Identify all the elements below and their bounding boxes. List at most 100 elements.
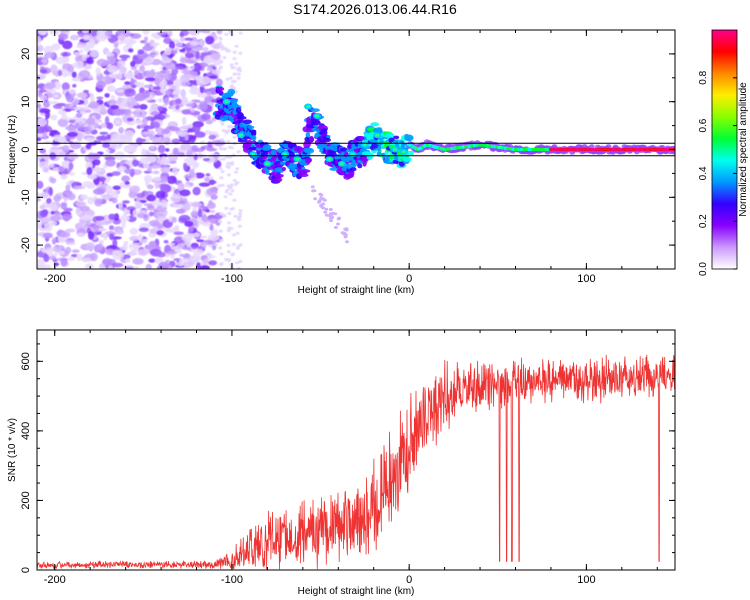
noise-blob xyxy=(62,40,73,50)
noise-blob xyxy=(108,225,115,230)
snr-xtick-label: -200 xyxy=(44,574,66,586)
noise-blob xyxy=(204,176,211,183)
noise-blob xyxy=(185,103,195,107)
signal-blob xyxy=(217,90,223,94)
noise-blob xyxy=(157,127,162,135)
noise-blob xyxy=(233,214,238,218)
noise-blob xyxy=(229,32,234,36)
noise-blob xyxy=(69,102,74,108)
noise-blob xyxy=(53,81,61,90)
noise-blob xyxy=(104,93,110,98)
noise-blob xyxy=(172,147,179,156)
signal-blob xyxy=(304,147,315,154)
noise-blob xyxy=(166,250,177,255)
noise-blob xyxy=(230,189,235,193)
noise-blob xyxy=(44,223,53,232)
noise-blob xyxy=(102,142,111,149)
noise-blob xyxy=(222,56,227,60)
noise-blob xyxy=(175,98,182,104)
noise-blob xyxy=(43,45,54,55)
noise-blob xyxy=(112,249,123,254)
colorbar-tick-label: 0.2 xyxy=(698,214,709,228)
noise-blob xyxy=(107,65,118,74)
noise-blob xyxy=(95,215,105,221)
noise-blob xyxy=(65,240,75,244)
noise-blob xyxy=(156,230,165,236)
signal-blob xyxy=(265,168,270,175)
signal-blob xyxy=(328,208,333,211)
noise-blob xyxy=(219,176,224,180)
noise-blob xyxy=(201,113,211,121)
noise-blob xyxy=(81,30,89,34)
noise-blob xyxy=(118,33,126,41)
noise-blob xyxy=(37,44,44,52)
noise-blob xyxy=(227,212,232,215)
noise-blob xyxy=(119,54,131,59)
heatmap-xlabel: Height of straight line (km) xyxy=(298,285,415,296)
noise-blob xyxy=(59,250,66,256)
noise-blob xyxy=(76,60,84,70)
noise-blob xyxy=(230,84,234,88)
noise-blob xyxy=(130,61,136,67)
heatmap-xtick-label: -200 xyxy=(44,273,66,285)
noise-blob xyxy=(94,198,103,204)
noise-blob xyxy=(229,146,234,150)
noise-blob xyxy=(208,180,217,185)
noise-blob xyxy=(203,257,209,265)
noise-blob xyxy=(52,134,64,142)
noise-blob xyxy=(89,49,99,58)
noise-blob xyxy=(85,137,95,142)
noise-blob xyxy=(37,118,48,127)
signal-blob xyxy=(319,196,324,200)
noise-blob xyxy=(72,83,77,88)
noise-blob xyxy=(174,47,180,51)
noise-blob xyxy=(205,119,213,125)
noise-blob xyxy=(98,228,108,232)
noise-blob xyxy=(61,82,70,91)
noise-blob xyxy=(71,78,81,82)
signal-blob xyxy=(324,213,329,217)
noise-blob xyxy=(235,261,240,265)
noise-blob xyxy=(38,161,48,169)
signal-blob xyxy=(270,149,277,156)
noise-blob xyxy=(149,165,162,169)
noise-blob xyxy=(44,52,55,59)
noise-blob xyxy=(205,35,215,45)
noise-blob xyxy=(232,72,237,76)
noise-blob xyxy=(102,194,113,200)
noise-blob xyxy=(86,117,95,126)
noise-blob xyxy=(41,248,47,254)
noise-blob xyxy=(165,90,171,96)
noise-blob xyxy=(143,175,153,183)
noise-blob xyxy=(95,220,103,227)
noise-blob xyxy=(172,109,185,113)
noise-blob xyxy=(121,57,128,62)
snr-xtick-label: -100 xyxy=(221,574,243,586)
noise-blob xyxy=(135,119,145,125)
noise-blob xyxy=(208,260,218,266)
noise-blob xyxy=(85,242,95,250)
noise-blob xyxy=(181,117,187,125)
noise-blob xyxy=(194,30,205,33)
noise-blob xyxy=(186,162,197,167)
noise-blob xyxy=(154,180,161,189)
noise-blob xyxy=(39,94,48,101)
noise-blob xyxy=(172,204,185,208)
noise-blob xyxy=(149,228,158,234)
noise-blob xyxy=(197,209,203,218)
signal-blob xyxy=(404,134,414,142)
noise-blob xyxy=(143,36,149,42)
noise-blob xyxy=(203,130,213,135)
signal-blob xyxy=(309,135,314,143)
noise-blob xyxy=(206,148,218,152)
signal-blob xyxy=(402,156,412,162)
noise-blob xyxy=(238,51,243,55)
noise-blob xyxy=(175,208,186,214)
noise-blob xyxy=(207,141,213,148)
noise-blob xyxy=(226,140,231,143)
noise-blob xyxy=(67,131,78,138)
noise-blob xyxy=(236,72,241,76)
noise-blob xyxy=(184,157,196,163)
noise-blob xyxy=(210,52,221,60)
